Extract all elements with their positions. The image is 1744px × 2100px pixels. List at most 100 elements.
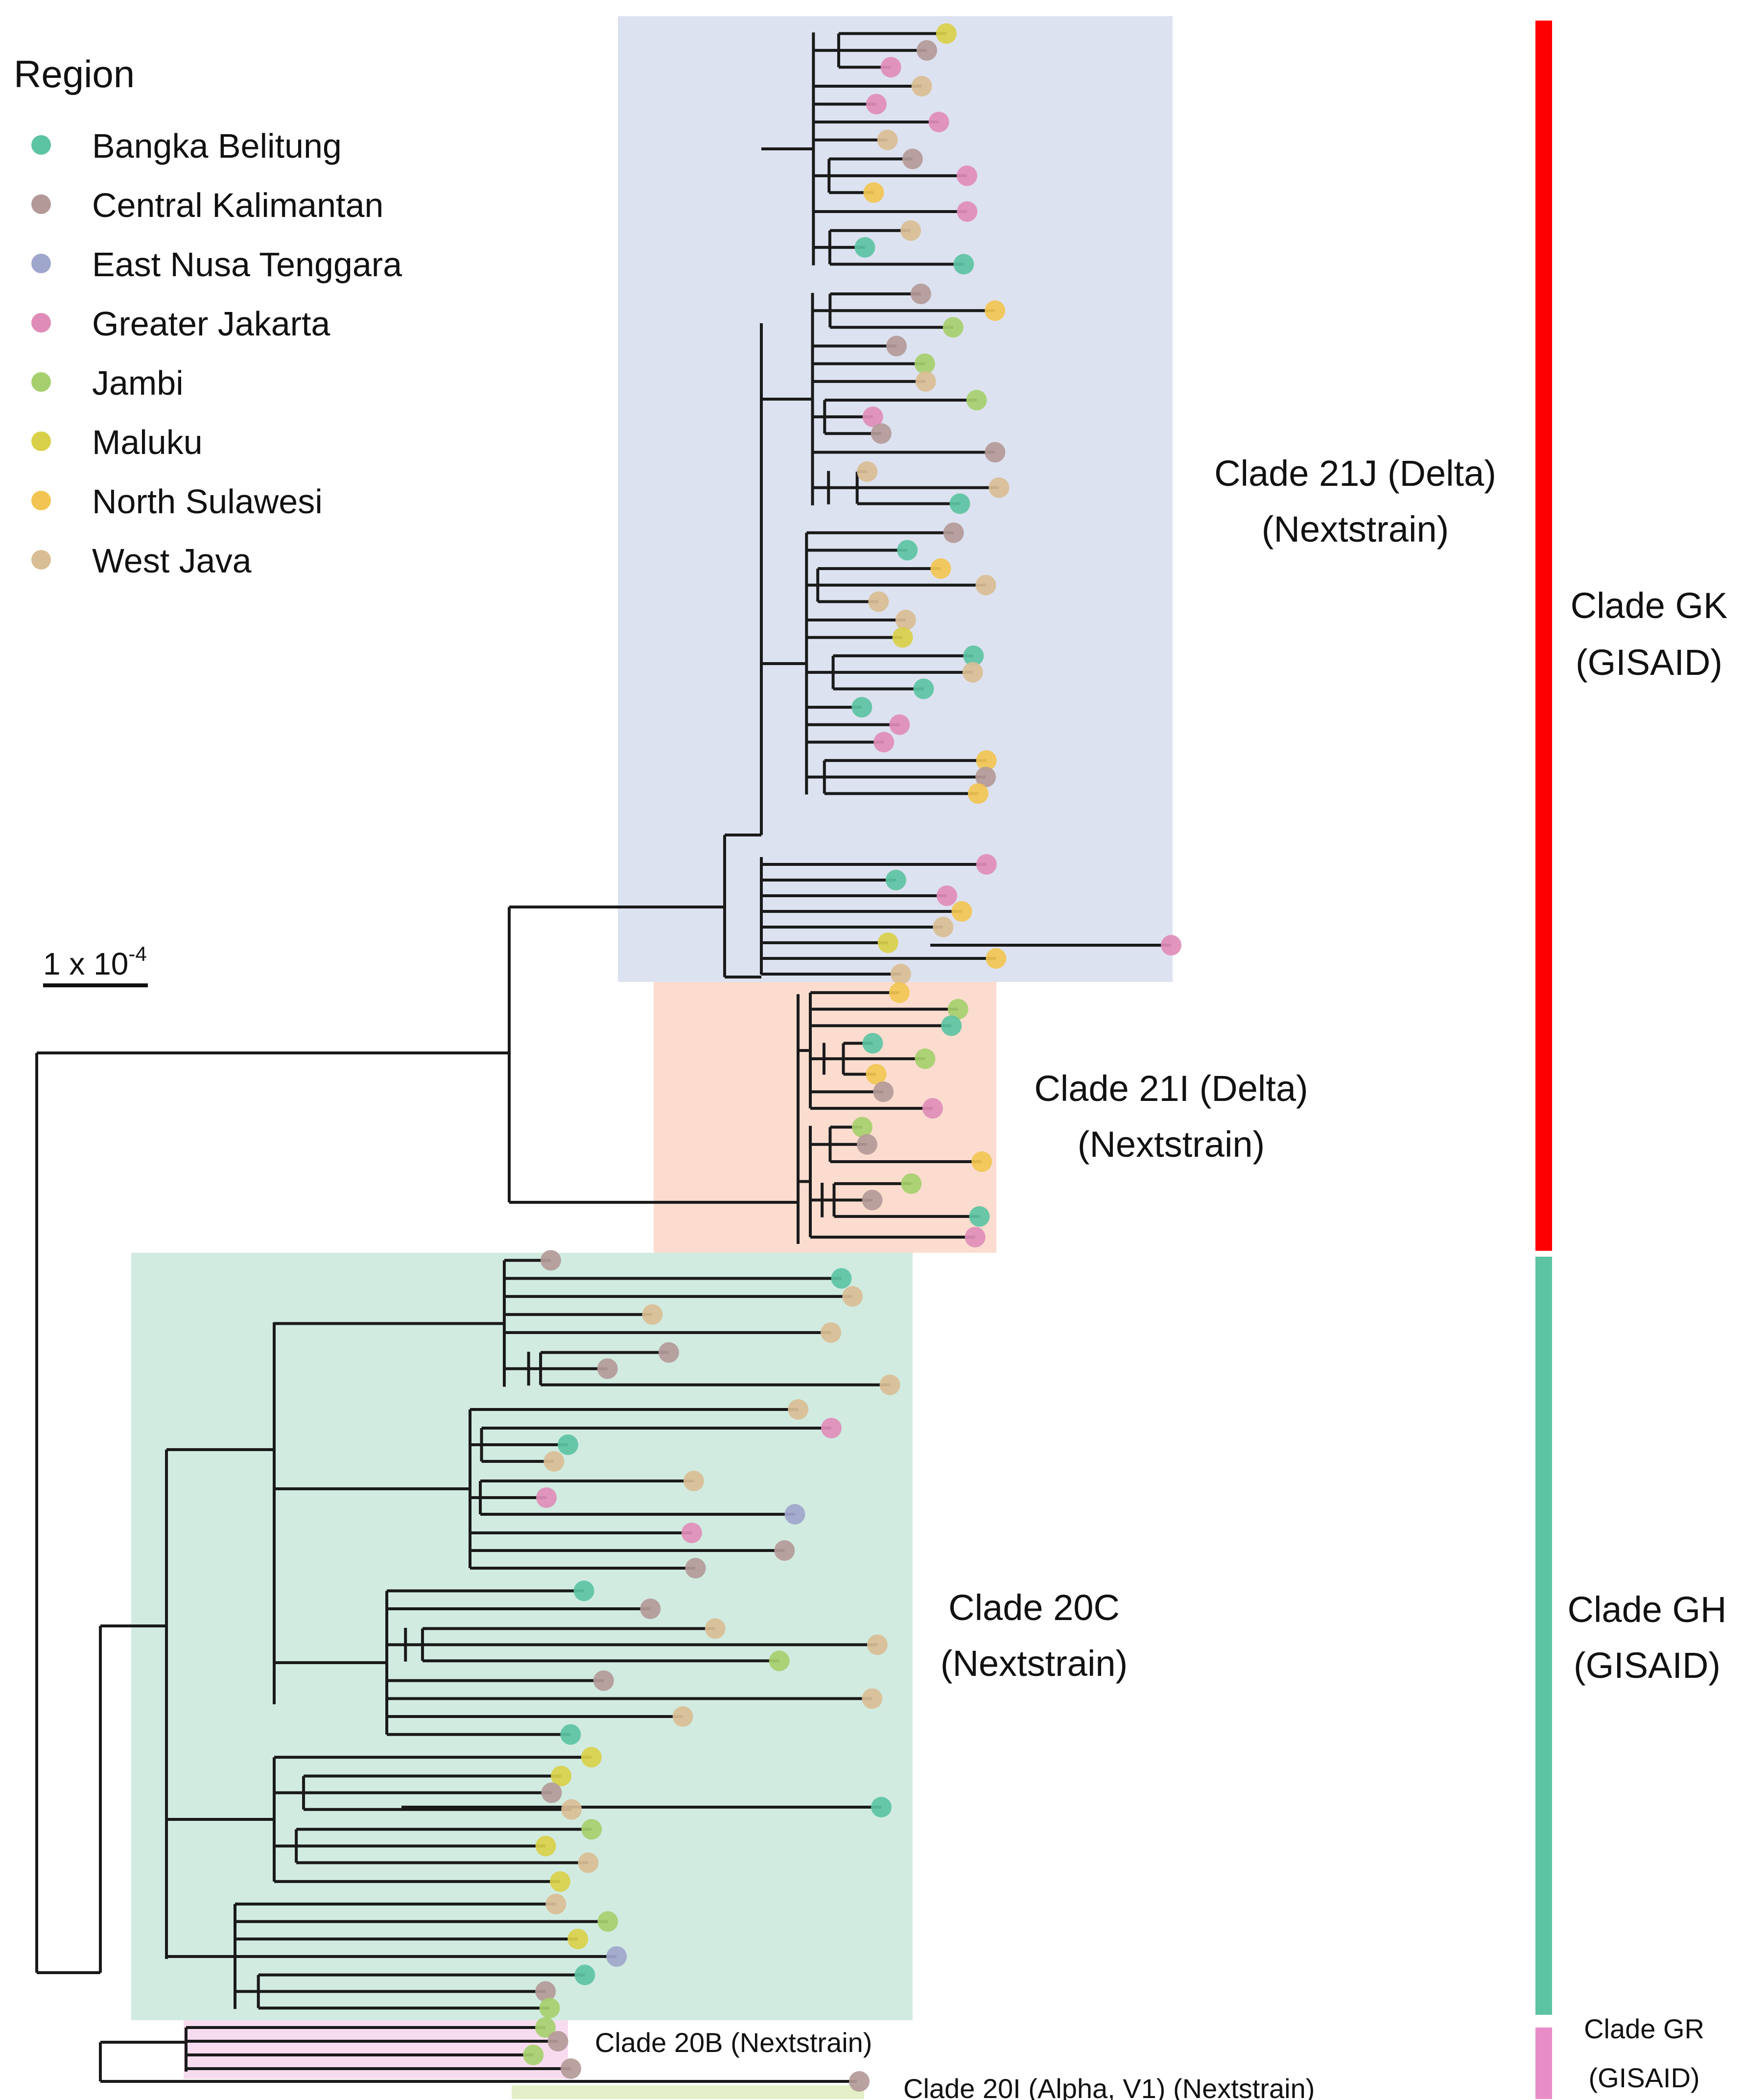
legend-label: East Nusa Tenggara	[92, 245, 402, 284]
tip-node	[862, 1033, 883, 1054]
tip-node	[971, 1151, 992, 1172]
tip-node	[558, 1434, 579, 1455]
tip-node	[581, 1819, 602, 1840]
clade-21j-sublabel: (Nextstrain)	[1262, 509, 1449, 549]
tip-node	[851, 1117, 872, 1138]
tip-node	[901, 1173, 922, 1194]
tip-node	[842, 1286, 863, 1307]
clade-20i-label: Clade 20I (Alpha, V1) (Nextstrain)	[903, 2073, 1315, 2100]
tip-node	[879, 1374, 900, 1395]
tip-node	[541, 1782, 562, 1803]
tip-node	[685, 1558, 706, 1578]
tip-node	[705, 1618, 726, 1639]
gisaid-gr-bar	[1535, 2028, 1552, 2099]
tip-node	[606, 1946, 627, 1967]
tip-node	[966, 390, 987, 411]
tip-node	[784, 1504, 805, 1525]
legend-label: Jambi	[92, 364, 184, 402]
tip-node	[922, 1098, 943, 1119]
clade-21i-label: Clade 21I (Delta)	[1034, 1068, 1308, 1109]
tip-node	[892, 627, 913, 648]
tip-node	[975, 574, 996, 596]
legend: Region Bangka Belitung Central Kalimantan…	[14, 52, 402, 580]
tip-node	[965, 1227, 986, 1248]
tip-node	[551, 1766, 572, 1787]
tip-node	[890, 964, 911, 984]
tip-node	[957, 201, 978, 222]
tip-node	[658, 1342, 679, 1363]
tip-node	[597, 1911, 618, 1932]
legend-dot	[31, 194, 51, 214]
tip-node	[897, 540, 918, 561]
tip-node	[877, 129, 898, 150]
tip-node	[788, 1399, 809, 1420]
tip-node	[545, 1893, 566, 1914]
tree-branches	[35, 32, 1171, 2083]
tip-node	[943, 317, 964, 338]
legend-dot	[31, 550, 51, 570]
tip-node	[854, 237, 875, 258]
tip-node	[862, 1688, 883, 1709]
legend-dot	[31, 254, 51, 273]
tip-node	[849, 2071, 870, 2092]
tip-node	[962, 662, 983, 683]
tip-node	[866, 94, 887, 115]
gisaid-gh-label: Clade GH	[1568, 1589, 1727, 1630]
tip-node	[917, 40, 938, 61]
tip-node	[873, 732, 895, 753]
tip-node	[866, 1064, 887, 1085]
scale-bar-label: 1 x 10-4	[43, 942, 147, 981]
clade-20c-label: Clade 20C	[948, 1587, 1120, 1628]
tip-node	[889, 982, 910, 1003]
tip-node	[539, 1998, 560, 2019]
tip-node	[956, 165, 977, 186]
legend-dot	[31, 313, 51, 333]
tip-node	[560, 1724, 581, 1745]
tip-node	[947, 999, 968, 1020]
clade-20i-shade	[512, 2085, 864, 2099]
legend-dot	[31, 491, 51, 510]
tip-node	[975, 766, 996, 788]
tip-node	[536, 1487, 557, 1508]
tip-node	[535, 1981, 556, 2002]
tip-node	[915, 1048, 936, 1069]
tip-node	[986, 948, 1007, 969]
legend-items: Bangka Belitung Central Kalimantan East Nu…	[31, 127, 402, 580]
tip-node	[567, 1929, 589, 1950]
tip-node	[985, 442, 1006, 463]
scale-bar: 1 x 10-4	[43, 942, 148, 987]
tip-node	[640, 1599, 661, 1619]
tip-node	[915, 371, 936, 392]
clade-21i-sublabel: (Nextstrain)	[1078, 1124, 1265, 1165]
tip-node	[769, 1650, 790, 1671]
legend-dot	[31, 431, 51, 451]
tip-node	[774, 1540, 795, 1561]
gisaid-gh-sublabel: (GISAID)	[1574, 1645, 1720, 1686]
tip-node	[900, 220, 921, 241]
tip-node	[928, 112, 949, 133]
tip-node	[831, 1268, 852, 1289]
gisaid-gr-sublabel: (GISAID)	[1588, 2062, 1699, 2093]
tip-node	[985, 300, 1006, 321]
tip-node	[895, 609, 916, 630]
tip-node	[672, 1706, 693, 1727]
tip-node	[862, 406, 883, 428]
tip-node	[561, 1799, 582, 1820]
tip-node	[868, 591, 889, 612]
tip-node	[523, 2045, 544, 2065]
tip-node	[535, 2017, 556, 2038]
tip-node	[578, 1852, 599, 1873]
legend-label: Greater Jakarta	[92, 305, 330, 343]
tip-node	[1161, 935, 1181, 955]
tip-node	[889, 714, 910, 735]
clade-21j-label: Clade 21J (Delta)	[1214, 453, 1496, 494]
tip-node	[547, 2031, 568, 2052]
tip-node	[574, 1964, 595, 1985]
legend-label: North Sulawesi	[92, 482, 323, 521]
tip-node	[581, 1747, 602, 1768]
clade-20c-sublabel: (Nextstrain)	[941, 1643, 1128, 1684]
scale-bar-exponent: -4	[128, 942, 146, 965]
tip-node	[910, 284, 931, 305]
tip-node	[550, 1871, 571, 1892]
tip-node	[863, 182, 884, 203]
